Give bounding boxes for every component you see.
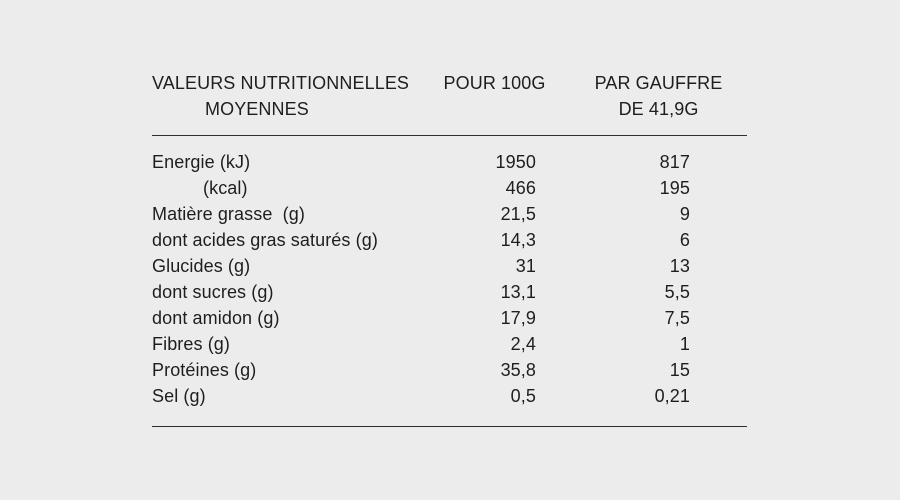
value-per-100g: 31 bbox=[515, 256, 536, 276]
value-per-waffle: 13 bbox=[669, 256, 690, 276]
value-per-waffle: 1 bbox=[679, 334, 690, 354]
value-per-100g: 17,9 bbox=[500, 308, 536, 328]
table-row: Glucides (g) 31 13 bbox=[152, 253, 747, 279]
row-label: dont sucres (g) bbox=[152, 282, 274, 302]
table-row: Sel (g) 0,5 0,21 bbox=[152, 383, 747, 409]
value-per-100g: 13,1 bbox=[500, 282, 536, 302]
value-per-waffle: 5,5 bbox=[664, 282, 690, 302]
header-col-per-100g: POUR 100G bbox=[443, 73, 546, 93]
table-row: Fibres (g) 2,4 1 bbox=[152, 331, 747, 357]
row-label: Matière grasse (g) bbox=[152, 204, 305, 224]
table-body: Energie (kJ) 1950 817 (kcal) 466 195 Mat… bbox=[152, 149, 747, 409]
header-col-per-waffle-line2: DE 41,9G bbox=[618, 99, 699, 119]
table-row: Protéines (g) 35,8 15 bbox=[152, 357, 747, 383]
table-header: VALEURS NUTRITIONNELLES MOYENNES POUR 10… bbox=[152, 70, 747, 122]
row-label: Energie (kJ) bbox=[152, 152, 251, 172]
value-per-100g: 0,5 bbox=[510, 386, 536, 406]
table-row: Energie (kJ) 1950 817 bbox=[152, 149, 747, 175]
header-col-labels-line2: MOYENNES bbox=[205, 99, 309, 119]
row-label: (kcal) bbox=[152, 178, 248, 198]
row-label: Fibres (g) bbox=[152, 334, 231, 354]
value-per-100g: 1950 bbox=[495, 152, 536, 172]
table-row: (kcal) 466 195 bbox=[152, 175, 747, 201]
table-row: Matière grasse (g) 21,5 9 bbox=[152, 201, 747, 227]
row-label: Sel (g) bbox=[152, 386, 206, 406]
top-rule bbox=[152, 135, 747, 136]
nutrition-table: VALEURS NUTRITIONNELLES MOYENNES POUR 10… bbox=[152, 70, 747, 427]
row-label: Protéines (g) bbox=[152, 360, 257, 380]
value-per-waffle: 195 bbox=[659, 178, 690, 198]
value-per-100g: 14,3 bbox=[500, 230, 536, 250]
value-per-waffle: 817 bbox=[659, 152, 690, 172]
header-col-labels-line1: VALEURS NUTRITIONNELLES bbox=[152, 73, 410, 93]
row-label: dont amidon (g) bbox=[152, 308, 280, 328]
table-row: dont sucres (g) 13,1 5,5 bbox=[152, 279, 747, 305]
row-label: Glucides (g) bbox=[152, 256, 251, 276]
value-per-waffle: 0,21 bbox=[654, 386, 690, 406]
header-col-labels: VALEURS NUTRITIONNELLES MOYENNES bbox=[152, 70, 437, 122]
table-row: dont acides gras saturés (g) 14,3 6 bbox=[152, 227, 747, 253]
value-per-100g: 21,5 bbox=[500, 204, 536, 224]
header-col-per-waffle: PAR GAUFFRE DE 41,9G bbox=[552, 70, 747, 122]
header-col-per-waffle-line1: PAR GAUFFRE bbox=[594, 73, 723, 93]
value-per-waffle: 6 bbox=[679, 230, 690, 250]
table-row: dont amidon (g) 17,9 7,5 bbox=[152, 305, 747, 331]
value-per-waffle: 7,5 bbox=[664, 308, 690, 328]
value-per-waffle: 9 bbox=[679, 204, 690, 224]
value-per-100g: 35,8 bbox=[500, 360, 536, 380]
value-per-100g: 2,4 bbox=[510, 334, 536, 354]
value-per-100g: 466 bbox=[505, 178, 536, 198]
bottom-rule bbox=[152, 426, 747, 427]
row-label: dont acides gras saturés (g) bbox=[152, 230, 378, 250]
value-per-waffle: 15 bbox=[669, 360, 690, 380]
